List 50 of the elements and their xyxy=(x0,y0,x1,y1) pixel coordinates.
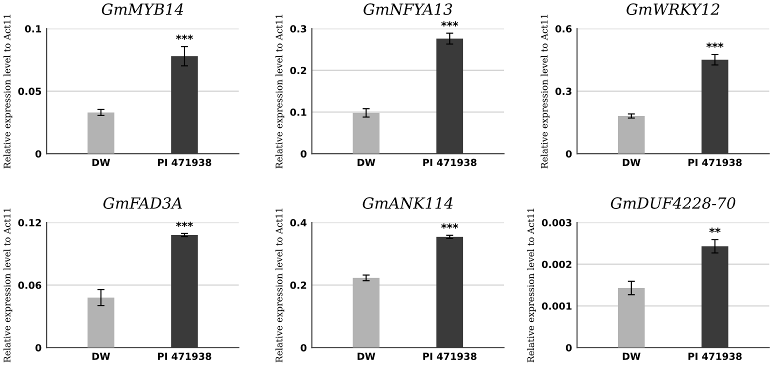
y-tick-label: 0 xyxy=(35,150,42,158)
y-tick-label: 0.2 xyxy=(290,66,306,74)
annotation: *** xyxy=(441,223,458,229)
y-tick-label: 0 xyxy=(300,344,307,352)
y-tick-label: 0.4 xyxy=(290,219,307,226)
x-tick-label: DW xyxy=(358,158,376,166)
chart-title: GmWRKY12 xyxy=(626,3,720,15)
y-tick-label: 0.3 xyxy=(290,25,306,32)
y-tick-label: 0.12 xyxy=(18,219,41,226)
y-tick-label: 0 xyxy=(566,150,572,158)
x-tick-label: PI 471938 xyxy=(688,158,742,166)
y-axis-title: Relative expression level to Act11 xyxy=(540,14,550,168)
x-tick-label: DW xyxy=(622,158,640,166)
x-tick-label: PI 471938 xyxy=(158,158,212,166)
y-axis-title: Relative expression level to Act11 xyxy=(527,208,536,362)
y-tick-label: 0.003 xyxy=(542,219,572,226)
x-tick-label: DW xyxy=(358,352,376,360)
chart-title: GmDUF4228-70 xyxy=(610,197,736,209)
y-tick-label: 0.2 xyxy=(290,282,306,289)
annotation: *** xyxy=(176,34,193,40)
annotation: *** xyxy=(176,222,193,227)
y-tick-label: 0 xyxy=(566,344,572,352)
y-tick-label: 0.1 xyxy=(290,108,306,116)
x-tick-label: PI 471938 xyxy=(423,158,476,166)
annotation: ** xyxy=(709,228,721,233)
chart-title: GmNFYA13 xyxy=(364,3,452,15)
chart-title: GmFAD3A xyxy=(103,197,182,209)
annotation: *** xyxy=(441,21,458,26)
x-tick-label: PI 471938 xyxy=(688,352,742,360)
x-tick-label: PI 471938 xyxy=(158,352,212,360)
y-tick-label: 0.001 xyxy=(542,302,572,310)
y-tick-label: 0.1 xyxy=(25,25,42,32)
y-tick-label: 0.002 xyxy=(542,260,572,268)
y-axis-title: Relative expression level to Act11 xyxy=(275,14,284,168)
y-tick-label: 0 xyxy=(35,344,42,352)
y-tick-label: 0 xyxy=(300,150,307,158)
y-axis-title: Relative expression level to Act11 xyxy=(3,208,12,362)
chart-title: GmANK114 xyxy=(362,197,453,209)
y-axis-title: Relative expression level to Act11 xyxy=(275,208,284,362)
x-tick-label: PI 471938 xyxy=(423,352,476,360)
annotation: *** xyxy=(706,42,724,48)
x-tick-label: DW xyxy=(622,352,640,360)
y-tick-label: 0.3 xyxy=(555,88,572,96)
y-tick-label: 0.6 xyxy=(555,25,572,32)
y-tick-label: 0.05 xyxy=(18,88,42,96)
x-tick-label: DW xyxy=(92,158,110,166)
y-axis-title: Relative expression level to Act11 xyxy=(3,14,12,168)
y-tick-label: 0.06 xyxy=(18,282,42,289)
chart-title: GmMYB14 xyxy=(102,3,184,15)
x-tick-label: DW xyxy=(92,352,110,360)
